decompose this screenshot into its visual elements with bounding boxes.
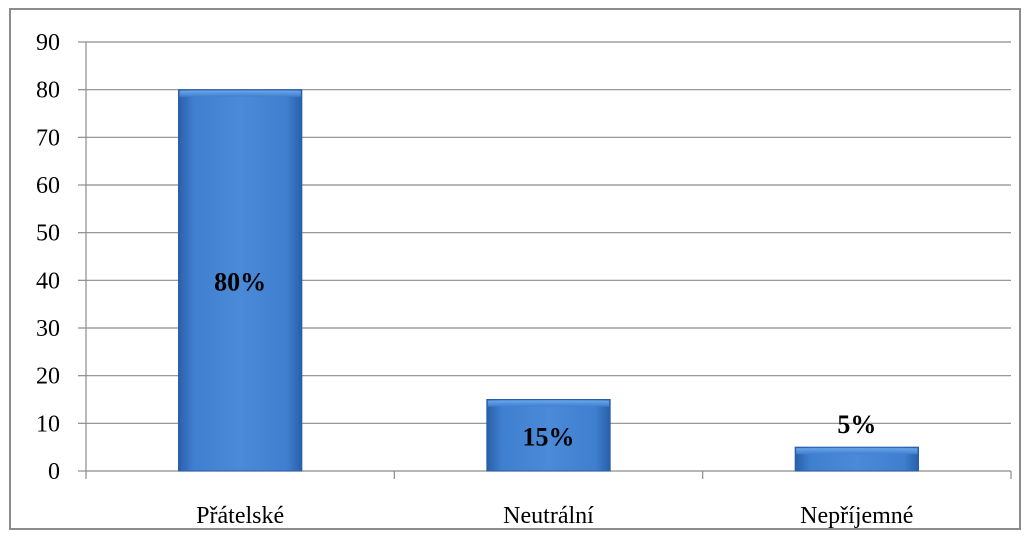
y-tick-label: 60 bbox=[36, 173, 60, 199]
bar-2 bbox=[486, 399, 611, 472]
y-tick-label: 70 bbox=[36, 125, 60, 151]
y-tick-label: 30 bbox=[36, 316, 60, 342]
category-label: Nepříjemné bbox=[800, 503, 913, 529]
bar-top-highlight bbox=[487, 400, 610, 407]
y-tick-label: 40 bbox=[36, 268, 60, 294]
labels: 0 10 20 30 40 50 60 70 80 90 Přátelské 80% Neutrální… bbox=[36, 30, 913, 529]
bar bbox=[486, 399, 611, 472]
y-tick-label: 10 bbox=[36, 411, 60, 437]
y-tick-label: 20 bbox=[36, 364, 60, 390]
bar-3 bbox=[794, 446, 920, 472]
category-label: Neutrální bbox=[503, 503, 594, 529]
category-label: Přátelské bbox=[196, 503, 284, 529]
y-tick-label: 50 bbox=[36, 221, 60, 247]
data-label: 80% bbox=[214, 267, 266, 296]
y-tick-label: 0 bbox=[48, 459, 60, 485]
bars bbox=[178, 89, 920, 472]
y-tick-label: 90 bbox=[36, 30, 60, 56]
data-label: 15% bbox=[523, 422, 575, 451]
y-tick-label: 80 bbox=[36, 78, 60, 104]
data-label: 5% bbox=[837, 410, 876, 439]
bar bbox=[178, 89, 303, 472]
bar-1 bbox=[178, 89, 303, 472]
bar-top-highlight bbox=[179, 90, 301, 97]
bar-top-highlight bbox=[796, 448, 918, 455]
